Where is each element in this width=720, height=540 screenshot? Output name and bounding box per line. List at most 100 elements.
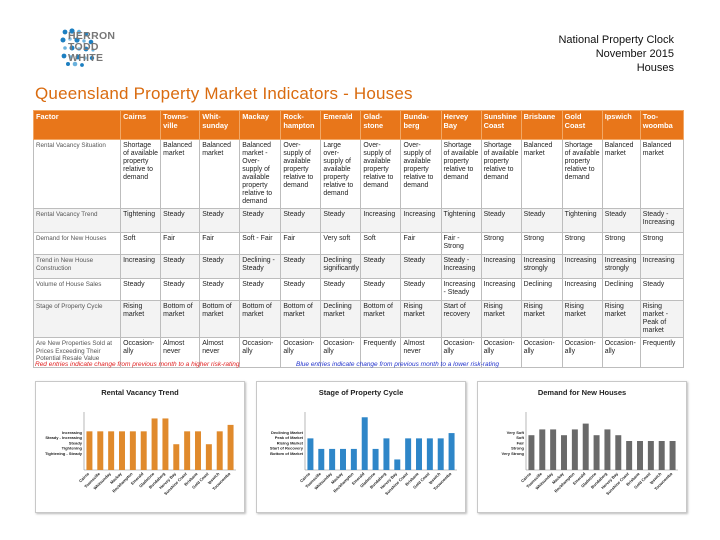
logo-line: HERRON — [68, 30, 116, 42]
table-cell: Increasing strongly — [520, 254, 563, 279]
table-cell: Steady — [400, 278, 442, 301]
row-label: Rental Vacancy Situation — [32, 139, 122, 209]
logo-line: TODD — [68, 41, 99, 53]
bar — [184, 431, 191, 470]
table-cell: Increasing strongly — [601, 254, 641, 279]
bar — [658, 441, 665, 470]
table-cell: Declining - Steady — [239, 254, 282, 279]
legend-red-note: Red entries indicate change from previou… — [35, 361, 240, 368]
bar — [669, 441, 676, 470]
table-cell: Declining significantly — [320, 254, 362, 279]
column-header-region: Too-woomba — [639, 110, 685, 140]
table-cell: Steady — [160, 254, 201, 279]
bar — [571, 429, 578, 470]
table-cell: Steady — [360, 254, 402, 279]
table-cell: Steady — [280, 278, 322, 301]
bar — [626, 441, 633, 470]
bar — [195, 431, 201, 470]
table-cell: Strong — [561, 232, 603, 255]
table-cell: Increasing - Steady — [440, 278, 482, 301]
y-tick-label: Soft — [516, 435, 524, 440]
bar — [405, 438, 412, 470]
table-cell: Bottom of market — [239, 300, 282, 338]
table-cell: Steady — [239, 208, 282, 233]
clock-title: National Property Clock — [558, 34, 674, 46]
table-cell: Almost never — [199, 337, 241, 368]
column-header-factor: Factor — [32, 110, 122, 140]
table-cell: Frequently — [639, 337, 685, 368]
y-tick-label: Strong — [511, 446, 524, 451]
chart-title: Stage of Property Cycle — [318, 388, 404, 397]
table-cell: Occasion-ally — [480, 337, 522, 368]
table-cell: Steady — [601, 208, 641, 233]
column-header-region: Whit-sunday — [199, 110, 241, 140]
bar — [437, 438, 444, 470]
table-cell: Bottom of market — [360, 300, 402, 338]
table-cell: Steady - Increasing — [440, 254, 482, 279]
table-cell: Balanced market — [601, 139, 641, 209]
row-label: Volume of House Sales — [32, 278, 122, 301]
table-cell: Steady — [320, 208, 362, 233]
row-label: Stage of Property Cycle — [32, 300, 122, 338]
y-tick-label: Peak of Market — [275, 435, 304, 440]
bar — [448, 433, 455, 470]
table-cell: Start of recovery — [440, 300, 482, 338]
table-cell: Steady — [400, 254, 442, 279]
column-header-region: Mackay — [239, 110, 282, 140]
bar — [205, 444, 212, 470]
logo-wordmark: HERRON TODD WHITE — [68, 31, 115, 64]
row-label: Rental Vacancy Trend — [32, 208, 122, 233]
table-cell: Over-supply of available property relati… — [400, 139, 442, 209]
y-tick-label: Start of Recovery — [270, 446, 304, 451]
bar — [119, 431, 125, 470]
y-tick-label: Very Strong — [502, 451, 525, 456]
table-cell: Shortage of available property relative … — [480, 139, 522, 209]
table-cell: Balanced market — [520, 139, 563, 209]
table-cell: Occasion-ally — [601, 337, 641, 368]
table-cell: Steady — [480, 208, 522, 233]
clock-date: November 2015 — [595, 48, 674, 60]
table-cell: Balanced market — [160, 139, 201, 209]
bar — [582, 423, 589, 470]
bar — [637, 441, 643, 470]
bar — [97, 431, 104, 470]
bar — [550, 429, 557, 470]
table-cell: Balanced market - Over-supply of availab… — [239, 139, 282, 209]
table-cell: Almost never — [400, 337, 442, 368]
column-header-region: Rock-hampton — [280, 110, 322, 140]
legend-blue-note: Blue entries indicate change from previo… — [296, 361, 500, 368]
table-cell: Steady — [199, 278, 241, 301]
table-row: Stage of Property Cycle Rising market Bott… — [32, 300, 685, 338]
bar — [372, 448, 379, 470]
bar — [151, 418, 158, 470]
table-cell: Strong — [520, 232, 563, 255]
y-tick-label: Bottom of Market — [270, 451, 304, 456]
table-cell: Bottom of market — [160, 300, 201, 338]
table-cell: Declining market — [320, 300, 362, 338]
table-cell: Steady — [160, 278, 201, 301]
table-row: Volume of House Sales Steady Steady Steady S… — [32, 278, 685, 301]
table-cell: Increasing — [400, 208, 442, 233]
table-cell: Balanced market — [199, 139, 241, 209]
bar — [416, 438, 422, 470]
bar — [615, 435, 622, 470]
table-cell: Rising market — [400, 300, 442, 338]
table-cell: Occasion-ally — [120, 337, 162, 368]
table-cell: Increasing — [120, 254, 162, 279]
y-tick-label: Fair — [517, 440, 525, 445]
table-cell: Shortage of available property relative … — [120, 139, 162, 209]
row-label: Are New Properties Sold at Prices Exceed… — [32, 337, 122, 368]
chart-title: Rental Vacancy Trend — [101, 388, 179, 397]
column-header-region: Hervey Bay — [440, 110, 482, 140]
table-cell: Steady — [639, 278, 685, 301]
bar — [426, 438, 433, 470]
bar — [561, 435, 567, 470]
table-cell: Rising market — [120, 300, 162, 338]
table-cell: Fair — [199, 232, 241, 255]
column-header-region: Bunda-berg — [400, 110, 442, 140]
bar — [593, 435, 600, 470]
table-cell: Strong — [639, 232, 685, 255]
page-title: Queensland Property Market Indicators - … — [35, 84, 413, 103]
table-cell: Steady — [120, 278, 162, 301]
